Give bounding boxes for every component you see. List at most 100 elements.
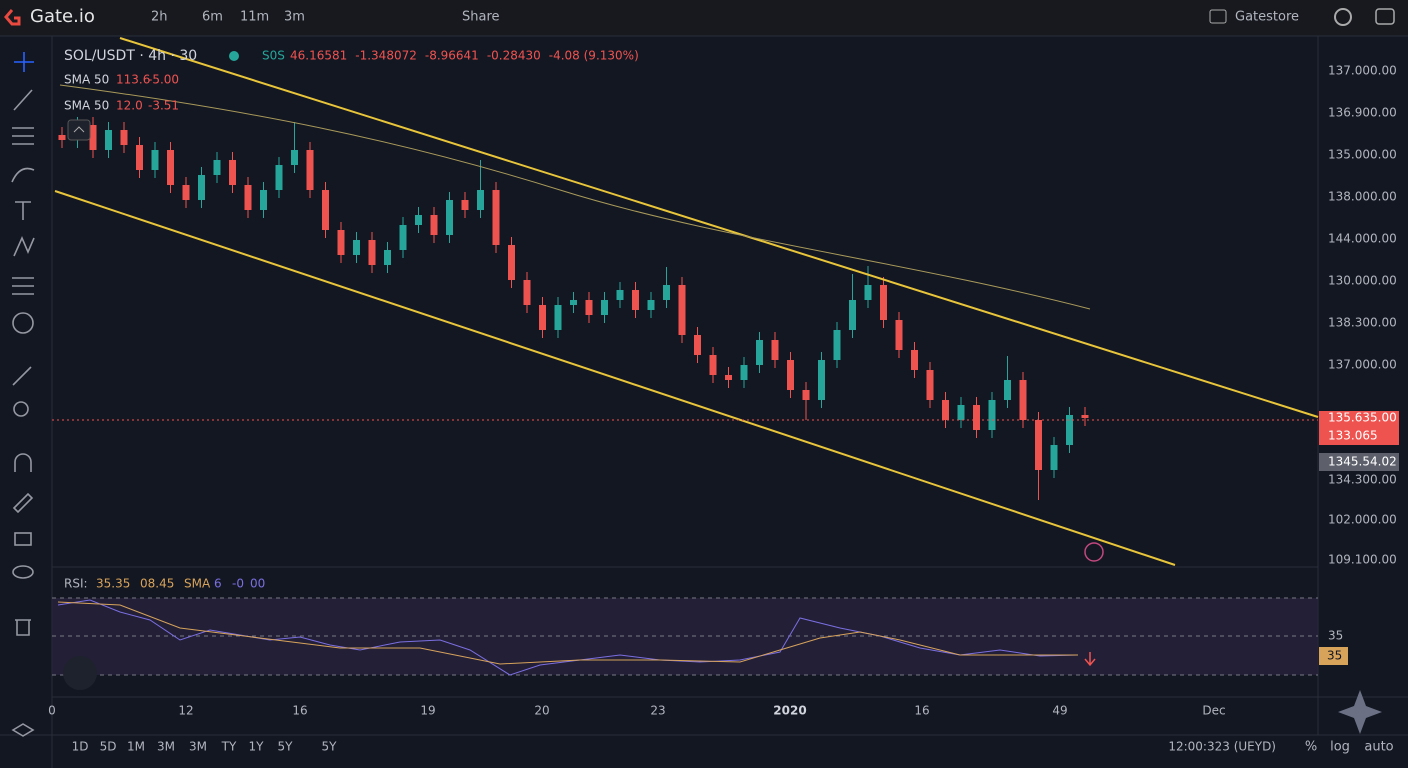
time-label: 16 xyxy=(914,704,929,718)
candle-body xyxy=(647,300,655,310)
range-button[interactable]: 1D xyxy=(72,740,89,754)
price-label: 134.300.00 xyxy=(1328,473,1397,487)
candle-body xyxy=(260,190,267,210)
candle-body xyxy=(198,175,205,200)
settings-icon[interactable] xyxy=(1334,8,1352,26)
candle-body xyxy=(1050,445,1058,470)
price-tag-label: 135.635.00 xyxy=(1328,411,1397,425)
range-button[interactable]: 3M xyxy=(189,740,207,754)
tv-logo xyxy=(63,656,97,690)
logo-icon xyxy=(4,9,21,26)
sma-name: SMA 50 xyxy=(64,99,109,113)
range-button[interactable]: 1M xyxy=(127,740,145,754)
candle-body xyxy=(167,150,174,185)
rsi-tag xyxy=(1319,647,1348,665)
interval-button[interactable]: 3m xyxy=(284,10,305,25)
range-button[interactable]: 5Y xyxy=(278,740,294,754)
scale-option[interactable]: % xyxy=(1305,740,1317,755)
candle-body xyxy=(973,405,980,430)
range-button[interactable]: 3M xyxy=(157,740,175,754)
candle-body xyxy=(461,200,469,210)
collapse-button[interactable] xyxy=(67,119,91,141)
candle-body xyxy=(446,200,453,235)
candle-body xyxy=(523,280,531,305)
range-button[interactable]: TY xyxy=(221,740,237,754)
candle-body xyxy=(368,240,376,265)
candle-body xyxy=(1035,420,1042,470)
range-button[interactable]: 5Y xyxy=(322,740,338,754)
price-tag-label: 1345.54.02 xyxy=(1328,455,1397,469)
candle-body xyxy=(771,340,779,360)
time-label: 12 xyxy=(178,704,193,718)
rsi-sma-value: 00 xyxy=(250,577,265,591)
time-label: 19 xyxy=(420,704,435,718)
candle-body xyxy=(570,300,577,305)
candle-body xyxy=(740,365,748,380)
candle-body xyxy=(508,245,515,280)
sma-name: SMA 50 xyxy=(64,73,109,87)
interval-button[interactable]: 6m xyxy=(202,10,223,25)
candle-body xyxy=(911,350,918,370)
legend-value: -8.96641 xyxy=(425,49,479,63)
candle-body xyxy=(492,190,500,245)
price-label: 137.000.00 xyxy=(1328,64,1397,78)
legend-tag: S0S xyxy=(262,49,285,63)
clock: 12:00:323 (UEYD) xyxy=(1168,740,1276,754)
candle-body xyxy=(818,360,825,400)
rsi-axis-label: 35 xyxy=(1328,629,1343,643)
rsi-line xyxy=(57,599,1079,676)
share-button[interactable]: Share xyxy=(462,10,500,25)
legend-value: -4.08 (9.130%) xyxy=(549,49,639,63)
candle-body xyxy=(957,405,965,420)
candle-body xyxy=(399,225,407,250)
price-label: 130.000.00 xyxy=(1328,274,1397,288)
scale-option[interactable]: auto xyxy=(1364,740,1393,755)
candle-body xyxy=(601,300,608,315)
price-label: 138.000.00 xyxy=(1328,190,1397,204)
sma-value: -5.00 xyxy=(148,73,179,87)
rsi-tag-label: 35 xyxy=(1327,649,1342,663)
camera-icon[interactable] xyxy=(1375,8,1395,25)
candle-body xyxy=(895,320,903,350)
candle-body xyxy=(616,290,624,300)
channel-upper-line[interactable] xyxy=(119,37,1319,418)
alert-icon[interactable] xyxy=(1084,542,1104,562)
rsi-value: 08.45 xyxy=(140,577,174,591)
price-tag xyxy=(1319,411,1399,445)
scale-option[interactable]: log xyxy=(1330,740,1350,755)
down-arrow xyxy=(1084,652,1096,667)
rsi-sma-label: SMA xyxy=(184,577,211,591)
candle-body xyxy=(709,355,717,375)
rsi-sma-value: 6 xyxy=(214,577,222,591)
candle-body xyxy=(415,215,422,225)
candle-body xyxy=(802,390,810,400)
time-label: 2020 xyxy=(773,704,806,718)
channel-lower-line[interactable] xyxy=(54,190,1176,566)
candle-body xyxy=(1081,415,1089,418)
range-button[interactable]: 5D xyxy=(100,740,117,754)
store-button[interactable]: Gatestore xyxy=(1235,10,1299,25)
price-tag-label: 133.065 xyxy=(1328,429,1378,443)
candle-body xyxy=(322,190,329,230)
interval-button[interactable]: 2h xyxy=(151,10,168,25)
candle-body xyxy=(306,150,314,190)
rsi-sma-line xyxy=(57,601,1078,665)
candle-body xyxy=(1004,380,1011,400)
candle-body xyxy=(275,165,283,190)
candle-body xyxy=(105,130,112,150)
legend-value: -0.28430 xyxy=(487,49,541,63)
rsi-sma-value: -0 xyxy=(232,577,244,591)
price-label: 136.900.00 xyxy=(1328,106,1397,120)
drawing-tools[interactable] xyxy=(11,52,35,737)
moving-average-line xyxy=(59,84,1091,310)
top-bar xyxy=(0,0,1408,36)
time-label: 49 xyxy=(1052,704,1067,718)
price-label: 137.000.00 xyxy=(1328,358,1397,372)
candle-body xyxy=(89,125,97,150)
range-button[interactable]: 1Y xyxy=(249,740,265,754)
candle-body xyxy=(756,340,763,365)
candle-body xyxy=(678,285,686,335)
candle-body xyxy=(554,305,562,330)
interval-button[interactable]: 11m xyxy=(240,10,269,25)
candle-body xyxy=(663,285,670,300)
